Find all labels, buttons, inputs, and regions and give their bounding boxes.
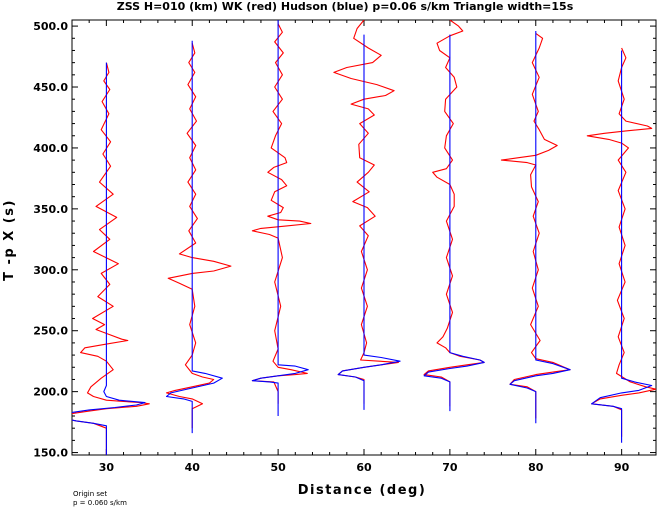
wk-trace-70 [423,20,485,407]
footnote-origin: Origin set [73,490,107,498]
wk-trace-40 [165,43,232,429]
x-tick-label: 40 [185,461,201,474]
x-tick-label: 50 [270,461,286,474]
axis-ticks: 30 40 50 60 70 80 90 150.0 200.0 250.0 300.0 350.0 4… [33,20,657,474]
y-tick-label: 150.0 [33,447,68,460]
wk-trace-60 [333,20,399,404]
y-tick-label: 450.0 [33,81,68,94]
x-tick-label: 80 [528,461,544,474]
x-axis-label: Distance (deg) [298,483,427,498]
hudson-trace-80 [509,31,571,424]
trace-group [72,20,656,455]
y-tick-label: 400.0 [33,142,68,155]
x-tick-label: 70 [442,461,458,474]
y-axis-label: T -p X (s) [2,199,17,281]
wk-trace-50 [251,23,312,404]
hudson-trace-60 [337,34,401,410]
traces [72,20,656,455]
hudson-trace-50 [251,20,309,416]
y-tick-label: 200.0 [33,386,68,399]
wk-trace-30 [72,62,150,455]
wk-trace-90 [586,47,656,437]
hudson-trace-40 [165,40,223,434]
y-tick-label: 500.0 [33,20,68,33]
x-tick-label: 30 [99,461,115,474]
x-tick-label: 60 [356,461,372,474]
footnote-ray-parameter: p = 0.060 s/km [73,499,127,507]
y-tick-label: 300.0 [33,264,68,277]
y-tick-label: 350.0 [33,203,68,216]
hudson-trace-30 [72,62,146,455]
y-tick-label: 250.0 [33,325,68,338]
x-tick-label: 90 [614,461,630,474]
wk-trace-80 [500,32,571,419]
hudson-trace-90 [591,50,653,443]
chart-title: ZSS H=010 (km) WK (red) Hudson (blue) p=… [117,0,574,13]
hudson-trace-70 [423,34,485,412]
